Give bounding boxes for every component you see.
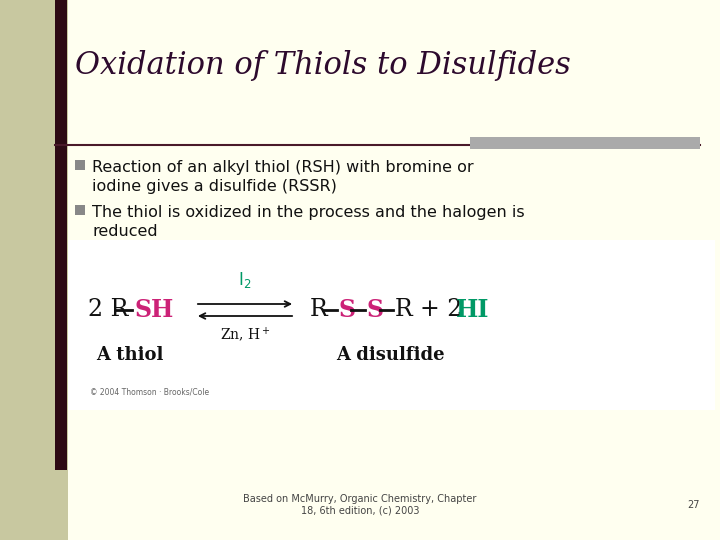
Text: Reaction of an alkyl thiol (RSH) with bromine or: Reaction of an alkyl thiol (RSH) with br…: [92, 160, 474, 175]
Text: R: R: [310, 299, 328, 321]
Bar: [68, 240, 715, 410]
Text: $\mathrm{I_2}$: $\mathrm{I_2}$: [238, 270, 252, 290]
Text: Based on McMurry, Organic Chemistry, Chapter
18, 6th edition, (c) 2003: Based on McMurry, Organic Chemistry, Cha…: [243, 494, 477, 516]
Text: SH: SH: [134, 298, 174, 322]
Text: reduced: reduced: [92, 224, 158, 239]
Text: A disulfide: A disulfide: [336, 346, 444, 364]
Text: iodine gives a disulfide (RSSR): iodine gives a disulfide (RSSR): [92, 179, 337, 194]
Text: S: S: [339, 298, 356, 322]
Bar: [470, 137, 700, 149]
Text: HI: HI: [456, 298, 490, 322]
Text: + 2: + 2: [420, 299, 462, 321]
Text: S: S: [367, 298, 384, 322]
Text: 27: 27: [688, 500, 700, 510]
Text: © 2004 Thomson · Brooks/Cole: © 2004 Thomson · Brooks/Cole: [90, 388, 209, 396]
Text: 2 R: 2 R: [88, 299, 128, 321]
Text: Oxidation of Thiols to Disulfides: Oxidation of Thiols to Disulfides: [75, 50, 571, 81]
Text: The thiol is oxidized in the process and the halogen is: The thiol is oxidized in the process and…: [92, 205, 525, 220]
Text: Zn, H$^+$: Zn, H$^+$: [220, 326, 270, 345]
Text: R: R: [395, 299, 413, 321]
Bar: [75, 205, 85, 215]
Bar: [55, 0, 67, 470]
Text: A thiol: A thiol: [96, 346, 163, 364]
Bar: [75, 160, 85, 170]
Bar: [0, 0, 68, 540]
